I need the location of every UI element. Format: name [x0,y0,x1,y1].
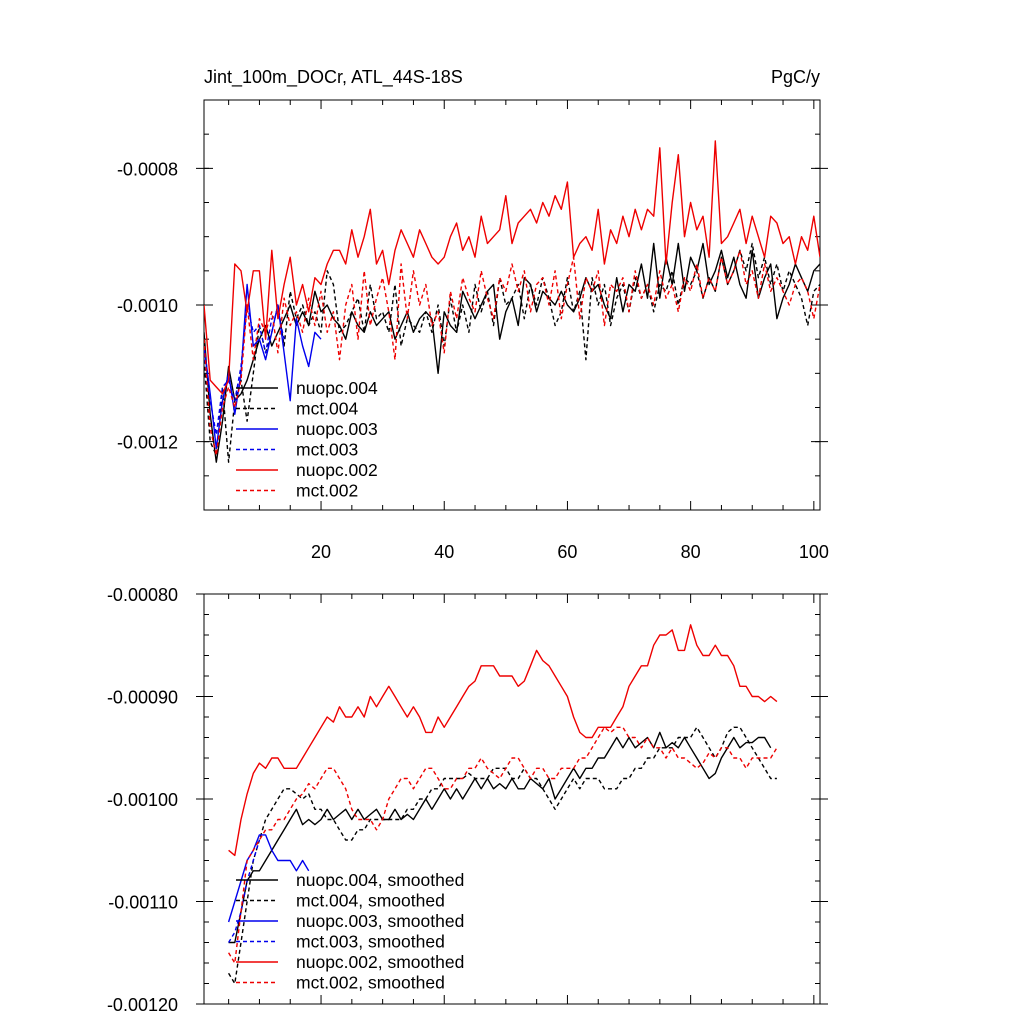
legend-label: nuopc.002 [296,460,378,480]
bottom-y-tick-label: -0.00080 [107,585,178,605]
legend-label: mct.002 [296,481,358,501]
top-y-tick-label: -0.0010 [117,296,178,316]
bottom-chart: -0.00080 -0.00090 -0.00100 -0.00110 -0.00120… [107,585,828,1015]
legend-label: mct.003, smoothed [296,932,445,952]
bottom-series-mct-004-smoothed [228,726,777,985]
top-series-nuopc-002 [204,140,820,395]
bottom-series-nuopc-004-smoothed [228,731,772,944]
legend-label: nuopc.004, smoothed [296,870,464,890]
bottom-y-tick-label: -0.00090 [107,688,178,708]
legend-label: nuopc.003 [296,419,378,439]
top-chart-units: PgC/y [771,67,820,87]
bottom-series-nuopc-003-smoothed [227,834,310,923]
top-series-mct-002 [204,249,820,456]
bottom-y-tick-label: -0.00120 [107,995,178,1015]
bottom-series-nuopc-002-smoothed [228,624,778,857]
top-y-tick-label: -0.0008 [117,159,178,179]
legend-label: nuopc.004 [296,378,378,398]
legend-label: nuopc.002, smoothed [296,952,464,972]
top-chart-title: Jint_100m_DOCr, ATL_44S-18S [204,67,463,88]
top-y-tick-label: -0.0012 [117,433,178,453]
bottom-series-mct-002-smoothed [228,726,778,964]
top-series-group [204,140,820,463]
bottom-series-mct-003-smoothed [228,839,261,943]
top-x-tick-label: 80 [681,542,701,562]
bottom-y-tick-label: -0.00110 [108,893,178,913]
bottom-y-tick-label: -0.00100 [107,790,178,810]
legend-label: mct.004, smoothed [296,891,445,911]
top-x-tick-label: 60 [557,542,577,562]
top-legend: nuopc.004mct.004nuopc.003mct.003nuopc.00… [236,378,378,501]
legend-label: nuopc.003, smoothed [296,911,464,931]
top-x-tick-label: 20 [311,542,331,562]
legend-label: mct.003 [296,440,358,460]
legend-label: mct.002, smoothed [296,973,445,993]
top-x-tick-label: 40 [434,542,454,562]
top-series-nuopc-003 [204,283,322,450]
top-chart: Jint_100m_DOCr, ATL_44S-18S PgC/y 20 40 60… [117,67,829,562]
legend-label: mct.004 [296,399,359,419]
top-x-tick-label: 100 [799,542,829,562]
bottom-series-group [227,624,778,985]
